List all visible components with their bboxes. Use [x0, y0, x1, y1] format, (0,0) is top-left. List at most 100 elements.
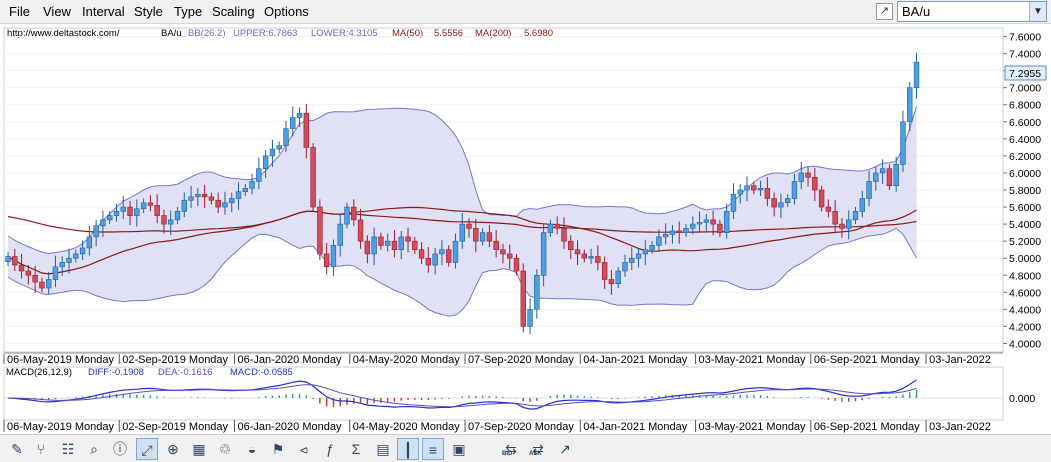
candle-body — [290, 117, 296, 129]
candlestick — [866, 170, 872, 207]
paint-bucket-icon[interactable]: ◒ — [247, 441, 257, 457]
candlestick — [608, 270, 615, 295]
candle-body — [852, 211, 859, 221]
candlestick — [568, 235, 574, 260]
candle-body — [561, 228, 567, 242]
candle-body — [154, 205, 160, 216]
candle-body — [412, 240, 418, 250]
menu-interval[interactable]: Interval — [82, 4, 125, 19]
candle-body — [351, 206, 357, 221]
candle-body — [493, 240, 499, 250]
ask-icon[interactable]: ⇄ — [532, 441, 544, 457]
price-tick-label: 6.6000 — [1009, 117, 1041, 129]
candle-body — [771, 198, 777, 208]
candlestick — [812, 167, 818, 202]
function-icon[interactable]: ƒ — [326, 441, 334, 457]
candle-body — [859, 198, 865, 212]
bar-view-icon[interactable]: ┃ — [397, 438, 419, 460]
candlestick — [378, 232, 384, 250]
candlestick — [93, 219, 99, 247]
network-icon[interactable]: ⑂ — [36, 441, 46, 457]
candlestick — [337, 214, 343, 257]
table-icon[interactable]: ☷ — [61, 441, 75, 457]
candlestick — [737, 184, 743, 204]
candlestick — [825, 199, 832, 218]
chevron-down-icon[interactable]: ▼ — [1029, 2, 1046, 21]
candle-body — [310, 147, 316, 208]
candlestick — [723, 203, 730, 239]
sigma-icon[interactable]: Σ — [351, 441, 361, 457]
grid-icon[interactable]: ▤ — [376, 441, 390, 457]
trash-icon[interactable]: ♲ — [218, 441, 232, 457]
candlestick — [913, 52, 920, 99]
candlestick — [59, 256, 65, 277]
candlestick — [344, 202, 350, 229]
candle-body — [588, 256, 594, 259]
candlestick — [507, 244, 513, 270]
candlestick — [757, 180, 764, 196]
candle-body — [595, 256, 601, 263]
candle-body — [93, 225, 99, 238]
candlestick — [595, 245, 601, 271]
fit-icon[interactable]: ⤢ — [136, 438, 158, 460]
date-label-top: 06-May-2019 Monday — [7, 354, 115, 366]
candlestick — [405, 227, 411, 253]
candlestick — [66, 248, 72, 274]
date-label-bottom: 06-Jan-2020 Monday — [238, 421, 342, 433]
candlestick — [805, 166, 811, 187]
candlestick — [107, 211, 113, 225]
price-tick-label: 4.4000 — [1009, 304, 1041, 316]
candle-body — [357, 219, 364, 242]
menu-type[interactable]: Type — [174, 4, 203, 19]
line-view-icon[interactable]: ≡ — [422, 438, 444, 460]
candlestick — [120, 195, 126, 219]
camera-icon[interactable]: ▣ — [452, 441, 466, 457]
bid-icon[interactable]: ⇆ — [505, 441, 517, 457]
candlestick — [601, 256, 608, 289]
candle-body — [378, 236, 384, 246]
price-tick-label: 7.4000 — [1009, 49, 1041, 61]
candlestick — [310, 143, 316, 212]
candlestick — [703, 213, 710, 232]
pencil-icon[interactable]: ✎ — [11, 441, 23, 457]
header-lower-label: LOWER:4.3105 — [311, 28, 378, 39]
flag-icon[interactable]: ⚑ — [271, 441, 285, 457]
zoom-icon[interactable]: ⌕ — [90, 441, 98, 457]
info-icon[interactable]: ⓘ — [113, 441, 127, 457]
header-symbol: BA/u — [161, 28, 182, 39]
candlestick — [127, 201, 133, 225]
menu-style[interactable]: Style — [134, 4, 163, 19]
candlestick — [235, 182, 242, 210]
candlestick — [635, 247, 642, 268]
candlestick — [452, 233, 459, 269]
menu-scaling[interactable]: Scaling — [212, 4, 255, 19]
menu-view[interactable]: View — [43, 4, 71, 19]
candle-body — [466, 223, 472, 229]
candle-body — [520, 270, 526, 327]
candlestick — [425, 247, 432, 273]
menu-options[interactable]: Options — [264, 4, 309, 19]
candlestick — [12, 248, 18, 271]
candle-body — [649, 245, 655, 250]
price-tick-label: 5.4000 — [1009, 219, 1041, 231]
date-label-bottom: 04-May-2020 Monday — [353, 421, 461, 433]
price-chart[interactable]: http://www.deltastock.com/ BA/u BB(26,2)… — [0, 24, 1051, 434]
expand-icon[interactable]: ↗ — [876, 3, 893, 20]
popout-icon[interactable]: ↗ — [559, 441, 571, 457]
price-tick-label: 5.0000 — [1009, 253, 1041, 265]
symbol-select[interactable]: BA/u ▼ — [897, 1, 1047, 22]
candle-body — [384, 240, 391, 246]
candlestick — [581, 249, 588, 263]
chart-type-icon[interactable]: ⪦ — [300, 441, 308, 457]
crosshair-icon[interactable]: ⊕ — [167, 441, 179, 457]
candle-body — [113, 211, 120, 216]
candle-body — [86, 236, 93, 249]
candlestick — [798, 161, 804, 190]
candlestick — [710, 210, 716, 236]
candle-body — [913, 61, 920, 88]
candle-body — [418, 249, 425, 259]
calculator-icon[interactable]: ▦ — [192, 441, 206, 457]
candlestick — [371, 227, 377, 266]
date-label-bottom: 03-May-2021 Monday — [699, 421, 807, 433]
menu-file[interactable]: File — [9, 4, 30, 19]
